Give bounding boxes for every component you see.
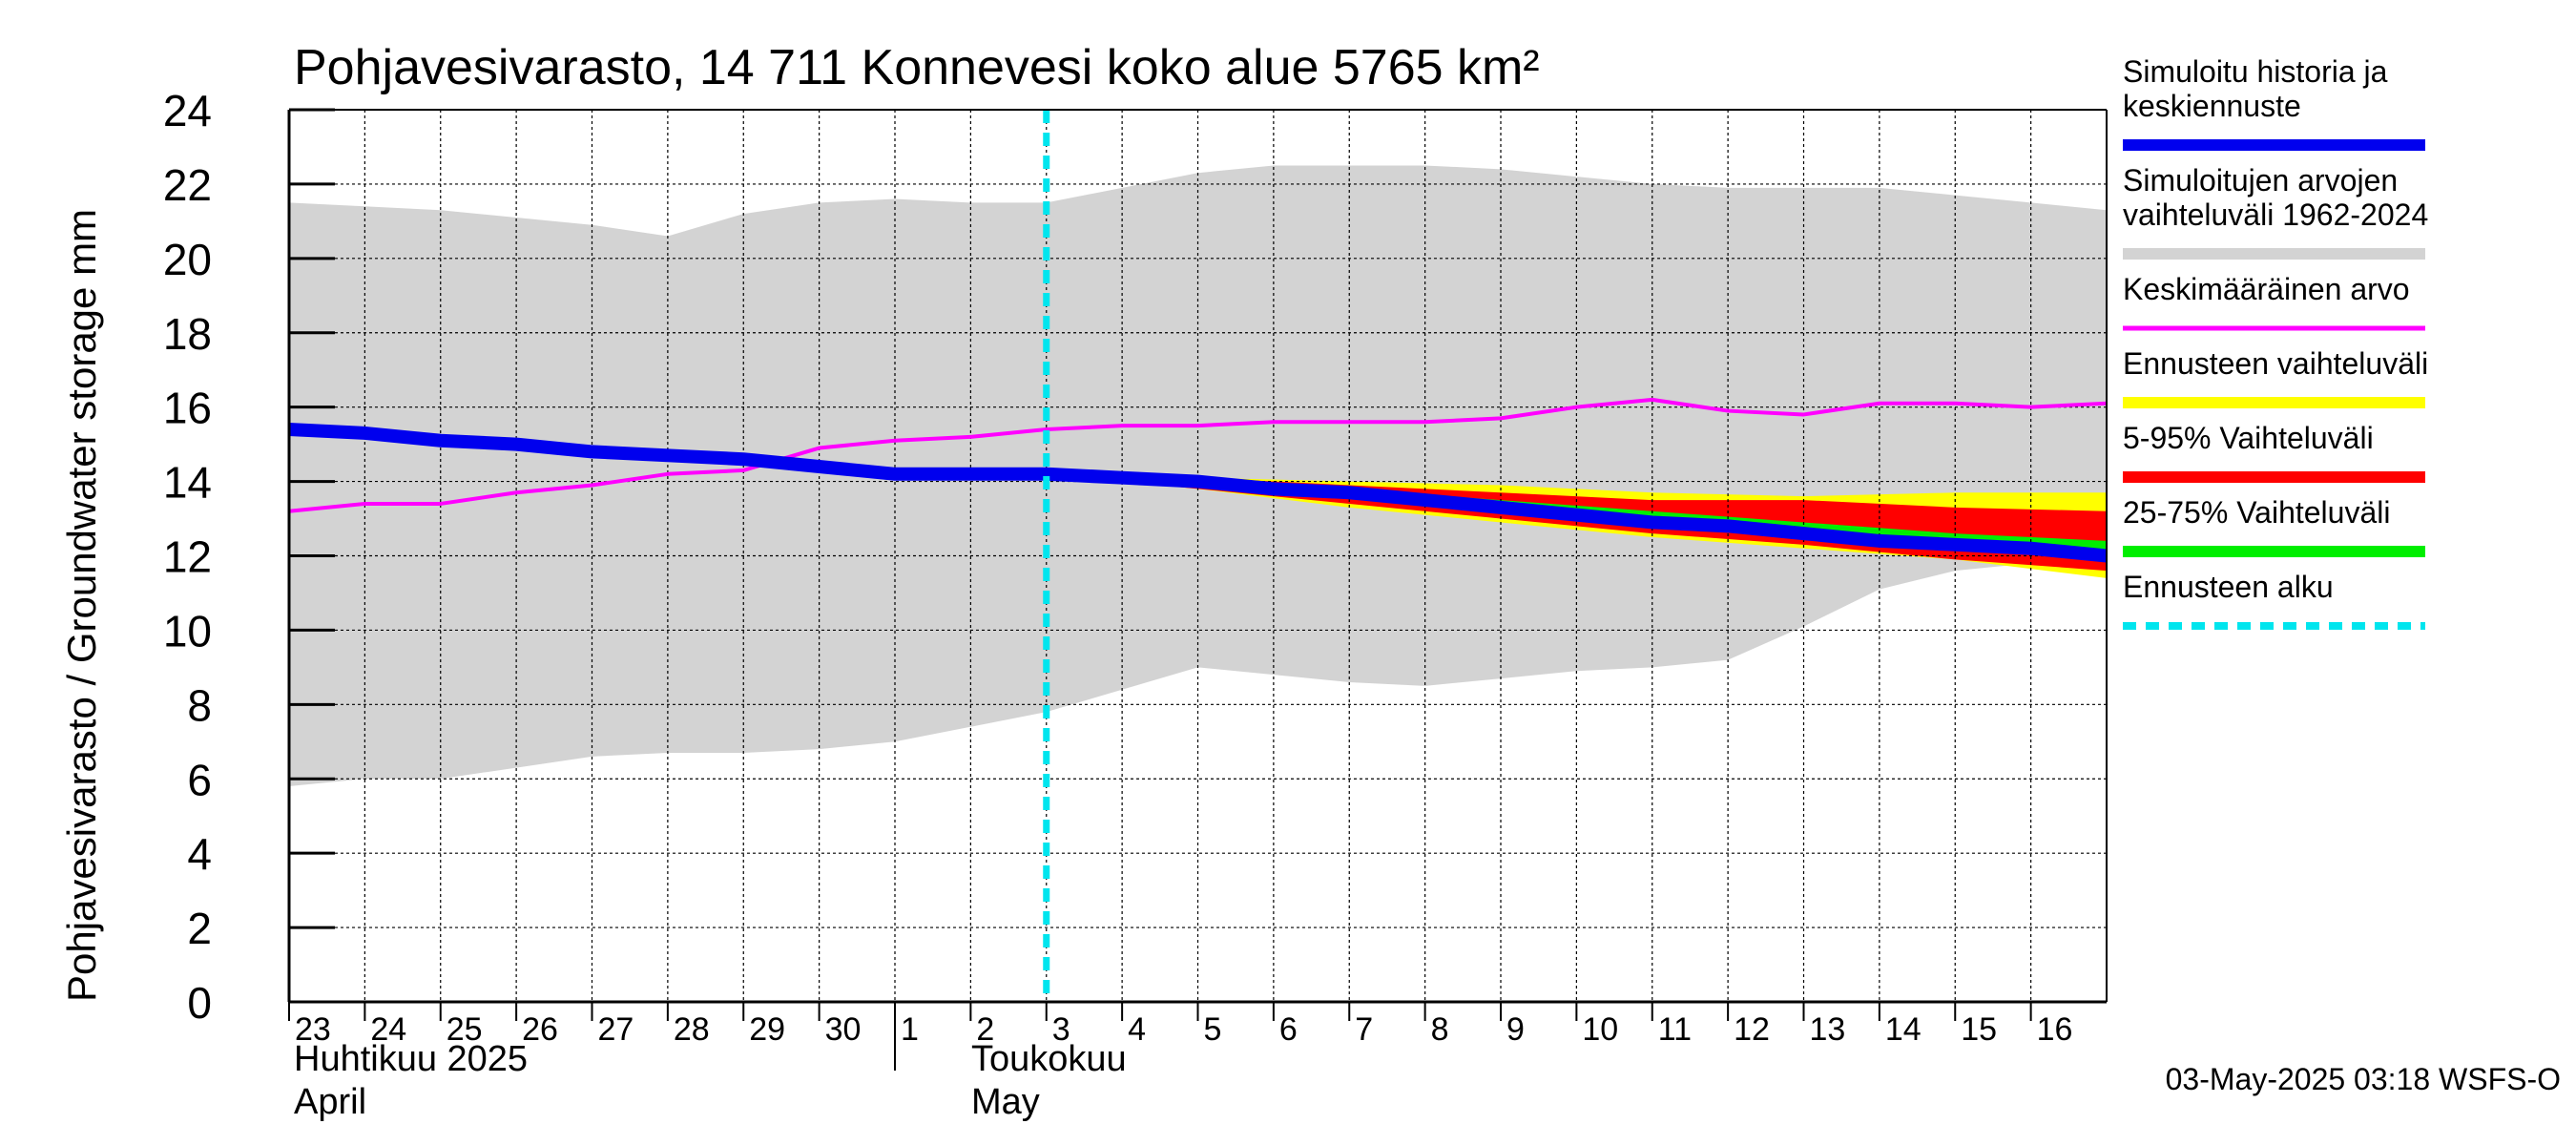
x-tick-label: 26: [522, 1011, 558, 1048]
legend-label-4: 5-95% Vaihteluväli: [2123, 421, 2374, 455]
x-tick-label: 9: [1506, 1011, 1525, 1048]
y-tick-label: 12: [163, 532, 212, 582]
x-tick-label: 28: [674, 1011, 710, 1048]
x-tick-label: 3: [1052, 1011, 1070, 1048]
month-label-fi-1: Huhtikuu 2025: [294, 1039, 528, 1079]
y-tick-label: 22: [163, 160, 212, 210]
x-tick-label: 25: [447, 1011, 483, 1048]
x-tick-label: 11: [1658, 1011, 1692, 1048]
chart-title: Pohjavesivarasto, 14 711 Konnevesi koko …: [294, 40, 1540, 95]
legend-label-0: keskiennuste: [2123, 89, 2301, 123]
series-line-1: [288, 423, 2108, 563]
legend-label-3: Ennusteen vaihteluväli: [2123, 346, 2428, 381]
x-tick-label: 2: [976, 1011, 994, 1048]
x-tick-label: 4: [1128, 1011, 1146, 1048]
x-tick-label: 5: [1204, 1011, 1222, 1048]
month-label-en-1: April: [294, 1082, 366, 1122]
x-tick-label: 8: [1431, 1011, 1449, 1048]
x-tick-label: 7: [1355, 1011, 1373, 1048]
x-tick-label: 16: [2037, 1011, 2073, 1048]
x-tick-label: 10: [1582, 1011, 1618, 1048]
x-tick-label: 29: [749, 1011, 785, 1048]
x-tick-label: 15: [1961, 1011, 1997, 1048]
footer-timestamp: 03-May-2025 03:18 WSFS-O: [2166, 1062, 2561, 1096]
y-tick-label: 10: [163, 606, 212, 656]
y-tick-label: 2: [187, 904, 212, 953]
x-tick-label: 27: [598, 1011, 634, 1048]
y-tick-label: 16: [163, 384, 212, 433]
y-tick-label: 20: [163, 235, 212, 284]
legend-label-2: Keskimääräinen arvo: [2123, 272, 2410, 306]
x-tick-label: 14: [1885, 1011, 1922, 1048]
legend-label-1: vaihteluväli 1962-2024: [2123, 198, 2428, 232]
y-tick-label: 4: [187, 829, 212, 879]
y-tick-label: 8: [187, 680, 212, 730]
month-label-fi-2: Toukokuu: [971, 1039, 1127, 1079]
x-tick-label: 13: [1810, 1011, 1846, 1048]
legend-label-0: Simuloitu historia ja: [2123, 54, 2388, 89]
axes: [287, 108, 2108, 1071]
x-tick-label: 23: [295, 1011, 331, 1048]
x-tick-label: 30: [825, 1011, 862, 1048]
x-tick-label: 1: [901, 1011, 919, 1048]
y-tick-label: 14: [163, 458, 212, 508]
month-label-en-2: May: [971, 1082, 1040, 1122]
y-tick-label: 6: [187, 755, 212, 804]
y-axis-title: Pohjavesivarasto / Groundwater storage m…: [59, 209, 104, 1002]
legend-label-5: 25-75% Vaihteluväli: [2123, 495, 2390, 530]
y-tick-label: 0: [187, 978, 212, 1028]
legend-label-6: Ennusteen alku: [2123, 570, 2334, 604]
line-layer: [288, 110, 2108, 1002]
x-tick-label: 12: [1734, 1011, 1770, 1048]
x-tick-label: 6: [1279, 1011, 1298, 1048]
series-line-0: [288, 397, 2108, 513]
y-tick-label: 18: [163, 309, 212, 359]
y-tick-label: 24: [163, 86, 212, 135]
x-tick-label: 24: [370, 1011, 406, 1048]
legend-label-1: Simuloitujen arvojen: [2123, 163, 2398, 198]
